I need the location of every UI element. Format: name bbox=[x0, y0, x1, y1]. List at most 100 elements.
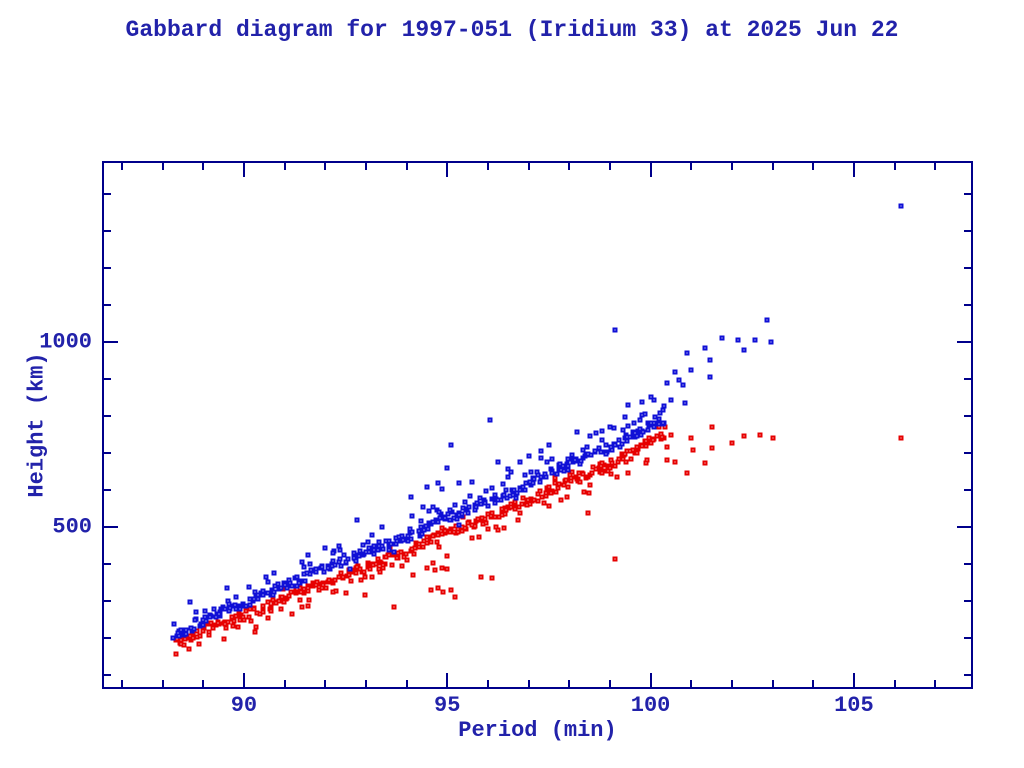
perigee-height-point bbox=[221, 636, 227, 642]
apogee-height-point bbox=[528, 469, 534, 475]
apogee-height-point bbox=[353, 558, 359, 564]
apogee-height-point bbox=[565, 456, 571, 462]
apogee-height-point bbox=[898, 203, 904, 209]
perigee-height-point bbox=[741, 433, 747, 439]
apogee-height-point bbox=[680, 382, 686, 388]
apogee-height-point bbox=[707, 357, 713, 363]
apogee-height-point bbox=[294, 574, 300, 580]
perigee-height-point bbox=[225, 619, 230, 625]
x-minor-tick bbox=[690, 680, 693, 687]
apogee-height-point bbox=[456, 480, 462, 486]
perigee-height-point bbox=[496, 514, 502, 520]
perigee-height-point bbox=[607, 465, 613, 471]
perigee-height-point bbox=[643, 460, 649, 466]
apogee-height-point bbox=[544, 459, 550, 464]
apogee-height-point bbox=[357, 548, 363, 554]
x-minor-tick bbox=[324, 163, 327, 170]
apogee-height-point bbox=[549, 456, 555, 462]
x-minor-tick bbox=[934, 680, 937, 687]
y-minor-tick bbox=[964, 414, 971, 417]
perigee-height-point bbox=[614, 474, 620, 480]
perigee-height-point bbox=[305, 603, 311, 609]
perigee-height-point bbox=[585, 510, 591, 516]
perigee-height-point bbox=[358, 577, 364, 583]
apogee-height-point bbox=[375, 547, 381, 553]
perigee-height-point bbox=[241, 617, 247, 623]
apogee-height-point bbox=[522, 487, 528, 493]
perigee-height-point bbox=[628, 456, 634, 461]
perigee-height-point bbox=[439, 525, 445, 531]
perigee-height-point bbox=[489, 510, 495, 516]
perigee-height-point bbox=[186, 646, 192, 652]
apogee-height-point bbox=[505, 466, 511, 472]
x-minor-tick bbox=[364, 680, 367, 687]
apogee-height-point bbox=[408, 494, 414, 500]
apogee-height-point bbox=[526, 453, 532, 459]
apogee-height-point bbox=[426, 508, 432, 514]
apogee-height-point bbox=[603, 451, 609, 457]
x-minor-tick bbox=[120, 163, 123, 170]
apogee-height-point bbox=[561, 468, 567, 473]
y-minor-tick bbox=[104, 636, 111, 639]
perigee-height-point bbox=[265, 615, 271, 621]
x-minor-tick bbox=[161, 680, 164, 687]
perigee-height-point bbox=[541, 500, 547, 506]
apogee-height-point bbox=[369, 532, 375, 538]
perigee-height-point bbox=[373, 561, 379, 567]
perigee-height-point bbox=[462, 525, 468, 531]
y-minor-tick bbox=[104, 192, 111, 195]
perigee-height-point bbox=[362, 574, 368, 580]
apogee-height-point bbox=[192, 617, 198, 623]
x-minor-tick bbox=[690, 163, 693, 170]
apogee-height-point bbox=[193, 609, 199, 615]
perigee-height-point bbox=[556, 481, 562, 487]
y-major-tick bbox=[957, 340, 971, 343]
x-axis-label: Period (min) bbox=[458, 718, 617, 743]
apogee-height-point bbox=[467, 493, 473, 499]
perigee-height-point bbox=[672, 459, 678, 465]
x-minor-tick bbox=[120, 680, 123, 687]
x-major-tick bbox=[242, 673, 245, 687]
apogee-height-point bbox=[707, 374, 713, 380]
perigee-height-point bbox=[598, 463, 604, 469]
y-minor-tick bbox=[104, 266, 111, 269]
perigee-height-point bbox=[424, 534, 430, 540]
perigee-height-point bbox=[354, 564, 360, 570]
apogee-height-point bbox=[216, 611, 222, 617]
perigee-height-point bbox=[478, 574, 484, 580]
apogee-height-point bbox=[603, 442, 609, 448]
apogee-height-point bbox=[522, 472, 528, 478]
perigee-height-point bbox=[548, 490, 554, 496]
apogee-height-point bbox=[619, 441, 625, 447]
perigee-height-point bbox=[430, 533, 436, 539]
apogee-height-point bbox=[513, 495, 519, 501]
plot-area: 90 95 100 105 500 1000 Period (min) bbox=[39, 161, 973, 743]
perigee-height-point bbox=[416, 544, 422, 550]
perigee-height-point bbox=[313, 582, 319, 588]
apogee-height-point bbox=[517, 487, 522, 493]
apogee-height-point bbox=[607, 424, 613, 430]
x-major-tick bbox=[852, 673, 855, 687]
perigee-height-point bbox=[485, 526, 491, 532]
perigee-height-point bbox=[770, 435, 776, 441]
perigee-height-point bbox=[424, 565, 430, 571]
apogee-height-point bbox=[656, 416, 662, 422]
apogee-height-point bbox=[657, 410, 662, 416]
perigee-height-point bbox=[237, 617, 243, 623]
apogee-height-point bbox=[593, 430, 599, 436]
apogee-height-point bbox=[345, 556, 351, 562]
apogee-height-point bbox=[171, 621, 177, 627]
y-minor-tick bbox=[104, 673, 111, 676]
scatter-points-layer bbox=[104, 163, 971, 687]
perigee-height-point bbox=[206, 632, 212, 638]
x-tick-label: 95 bbox=[434, 693, 461, 718]
apogee-height-point bbox=[688, 367, 694, 373]
apogee-height-point bbox=[400, 537, 406, 543]
perigee-height-point bbox=[581, 489, 587, 495]
perigee-height-point bbox=[702, 460, 708, 466]
perigee-height-point bbox=[543, 493, 549, 499]
x-minor-tick bbox=[364, 163, 367, 170]
perigee-height-point bbox=[452, 594, 458, 600]
apogee-height-point bbox=[574, 429, 580, 435]
apogee-height-point bbox=[651, 420, 657, 426]
